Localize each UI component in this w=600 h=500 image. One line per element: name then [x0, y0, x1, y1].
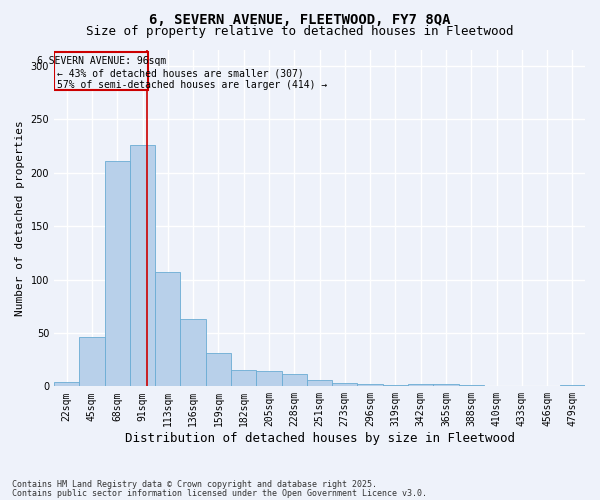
Text: Contains public sector information licensed under the Open Government Licence v3: Contains public sector information licen…: [12, 489, 427, 498]
X-axis label: Distribution of detached houses by size in Fleetwood: Distribution of detached houses by size …: [125, 432, 515, 445]
Bar: [104, 161, 130, 386]
Bar: [79, 337, 104, 386]
Bar: [307, 380, 332, 386]
FancyBboxPatch shape: [54, 52, 148, 90]
Bar: [256, 372, 281, 386]
Bar: [54, 382, 79, 386]
Text: 6, SEVERN AVENUE, FLEETWOOD, FY7 8QA: 6, SEVERN AVENUE, FLEETWOOD, FY7 8QA: [149, 12, 451, 26]
Bar: [332, 383, 358, 386]
Bar: [155, 272, 181, 386]
Bar: [181, 319, 206, 386]
Text: 57% of semi-detached houses are larger (414) →: 57% of semi-detached houses are larger (…: [56, 80, 327, 90]
Text: 6 SEVERN AVENUE: 96sqm: 6 SEVERN AVENUE: 96sqm: [37, 56, 166, 66]
Y-axis label: Number of detached properties: Number of detached properties: [15, 120, 25, 316]
Bar: [206, 353, 231, 386]
Text: ← 43% of detached houses are smaller (307): ← 43% of detached houses are smaller (30…: [56, 68, 304, 78]
Text: Size of property relative to detached houses in Fleetwood: Size of property relative to detached ho…: [86, 25, 514, 38]
Bar: [433, 384, 458, 386]
Bar: [231, 370, 256, 386]
Bar: [130, 145, 155, 386]
Bar: [358, 384, 383, 386]
Bar: [408, 384, 433, 386]
Bar: [281, 374, 307, 386]
Text: Contains HM Land Registry data © Crown copyright and database right 2025.: Contains HM Land Registry data © Crown c…: [12, 480, 377, 489]
